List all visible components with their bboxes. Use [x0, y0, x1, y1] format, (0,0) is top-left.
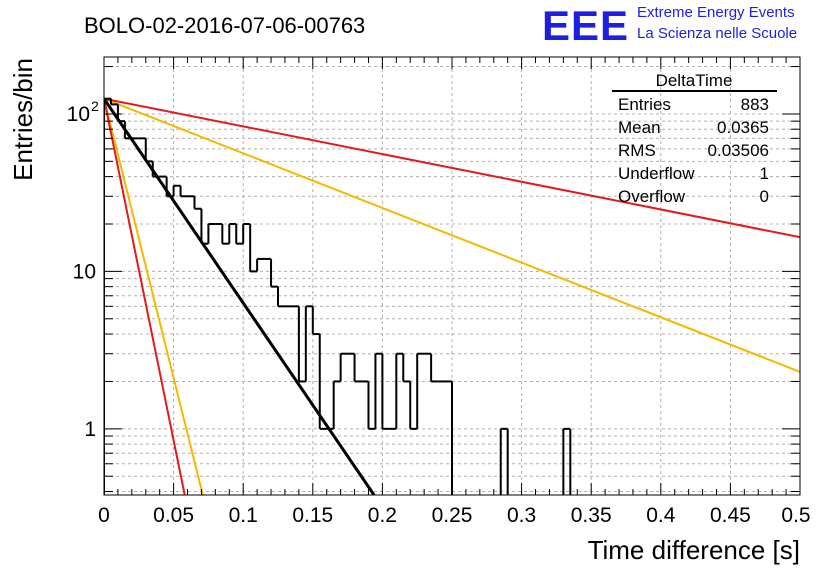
y-tick-label: 10: [67, 103, 90, 126]
x-tick-label: 0.3: [507, 504, 536, 527]
y-tick-label: 1: [84, 418, 96, 441]
red-band-line: [104, 98, 186, 495]
y-axis-title: Entries/bin: [8, 58, 38, 181]
x-tick-label: 0.05: [153, 504, 194, 527]
stats-row-label: RMS: [618, 141, 656, 160]
stats-row-value: 1: [760, 164, 769, 183]
stats-box: DeltaTime Entries 883 Mean 0.0365 RMS 0.03506…: [612, 71, 777, 206]
x-tick-labels: 0 0.05 0.1 0.15 0.2 0.25 0.3 0.35 0.4 0.45 0.5: [98, 504, 810, 527]
logo-subtitle-line2: La Scienza nelle Scuole: [637, 25, 797, 42]
x-tick-label: 0.25: [432, 504, 473, 527]
logo-subtitle-line1: Extreme Energy Events: [637, 4, 795, 21]
stats-row-label: Underflow: [618, 164, 695, 183]
eee-logo: EEE: [542, 2, 629, 49]
fit-group: [104, 97, 376, 495]
stats-row-value: 0.0365: [717, 118, 769, 137]
stats-row-value: 0: [760, 187, 769, 206]
x-tick-label: 0.15: [292, 504, 333, 527]
x-tick-label: 0: [98, 504, 110, 527]
x-tick-label: 0.35: [571, 504, 612, 527]
y-tick-label: 10: [73, 260, 96, 283]
x-tick-label: 0.2: [368, 504, 397, 527]
stats-row-label: Entries: [618, 95, 671, 114]
stats-title: DeltaTime: [656, 71, 733, 90]
stats-rows: Entries 883 Mean 0.0365 RMS 0.03506 Underflow 1…: [618, 95, 769, 206]
stats-row-value: 883: [741, 95, 769, 114]
red-band-line: [104, 97, 800, 239]
x-axis-title: Time difference [s]: [588, 535, 800, 565]
stats-row-label: Overflow: [618, 187, 686, 206]
axis-ticks: [103, 57, 801, 495]
y-tick-label-exponent: 2: [91, 98, 99, 114]
stats-row-value: 0.03506: [708, 141, 769, 160]
yellow-band-line: [104, 98, 204, 495]
exponential-fit-line: [104, 97, 376, 495]
x-tick-label: 0.5: [781, 504, 810, 527]
run-title: BOLO-02-2016-07-06-00763: [84, 13, 365, 38]
reference-lines: [104, 97, 800, 495]
stats-row-label: Mean: [618, 118, 661, 137]
x-tick-label: 0.45: [710, 504, 751, 527]
x-tick-label: 0.1: [229, 504, 258, 527]
x-tick-label: 0.4: [646, 504, 676, 527]
yellow-band-line: [104, 97, 800, 373]
